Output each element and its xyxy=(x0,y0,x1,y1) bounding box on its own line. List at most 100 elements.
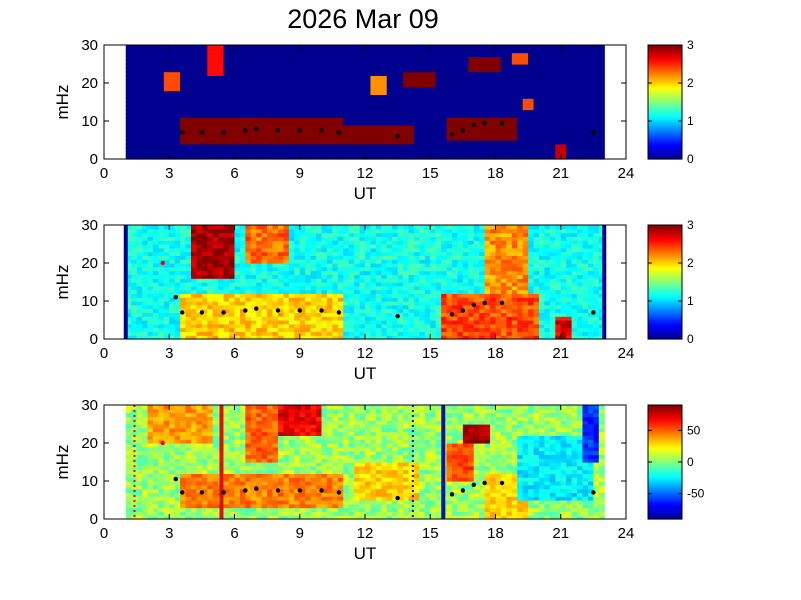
heatmap-cell xyxy=(250,247,257,253)
heatmap-cell xyxy=(239,60,246,65)
heatmap-cell xyxy=(430,48,437,54)
heatmap-cell xyxy=(430,45,437,50)
heatmap-cell xyxy=(457,140,464,145)
heatmap-cell xyxy=(577,94,584,99)
heatmap-cell xyxy=(169,304,176,310)
peak-marker xyxy=(460,128,466,133)
heatmap-cell xyxy=(587,151,594,156)
heatmap-cell xyxy=(294,143,301,149)
heatmap-cell xyxy=(397,278,404,283)
heatmap-cell xyxy=(544,56,551,61)
heatmap-cell xyxy=(381,121,388,126)
heatmap-cell xyxy=(500,147,507,152)
heatmap-cell xyxy=(533,90,540,95)
heatmap-cell xyxy=(413,140,420,145)
heatmap-cell xyxy=(212,86,219,92)
heatmap-cell xyxy=(305,121,312,126)
heatmap-cell xyxy=(283,244,290,249)
heatmap-cell xyxy=(256,155,263,160)
heatmap-cell xyxy=(332,102,339,107)
heatmap-cell xyxy=(316,308,323,313)
heatmap-cell xyxy=(370,255,377,260)
heatmap-cell xyxy=(136,266,143,272)
heatmap-cell xyxy=(283,79,290,84)
heatmap-cell xyxy=(413,316,420,321)
heatmap-cell xyxy=(272,266,279,272)
heatmap-cell xyxy=(147,98,154,103)
heatmap-cell xyxy=(435,109,442,114)
heatmap-cell xyxy=(490,113,497,118)
heatmap-cell xyxy=(359,71,366,76)
heatmap-cell xyxy=(348,244,355,249)
heatmap-cell xyxy=(593,60,600,65)
heatmap-cell xyxy=(332,143,339,149)
heatmap-cell xyxy=(152,86,159,92)
heatmap-cell xyxy=(386,94,393,99)
heatmap-cell xyxy=(158,147,165,152)
heatmap-cell xyxy=(250,52,257,57)
heatmap-cell xyxy=(136,228,143,234)
heatmap-cell xyxy=(359,240,366,245)
heatmap-cell xyxy=(386,86,393,92)
heatmap-cell xyxy=(403,90,410,95)
heatmap-cell xyxy=(375,282,382,287)
heatmap-cell xyxy=(337,102,344,107)
heatmap-cell xyxy=(457,285,464,291)
heatmap-cell xyxy=(316,316,323,321)
heatmap-cell xyxy=(310,113,317,118)
heatmap-cell xyxy=(397,102,404,107)
heatmap-cell xyxy=(191,297,198,302)
heatmap-cell xyxy=(142,67,149,73)
heatmap-cell xyxy=(506,247,513,253)
heatmap-cell xyxy=(473,301,480,306)
heatmap-cell xyxy=(218,86,225,92)
heatmap-cell xyxy=(212,301,219,306)
heatmap-cell xyxy=(185,278,192,283)
heatmap-cell xyxy=(278,266,285,272)
heatmap-cell xyxy=(207,320,214,325)
heatmap-cell xyxy=(365,52,372,57)
heatmap-cell xyxy=(452,52,459,57)
heatmap-cell xyxy=(517,304,524,310)
heatmap-cell xyxy=(250,251,257,256)
heatmap-cell xyxy=(316,75,323,80)
heatmap-cell xyxy=(136,301,143,306)
heatmap-cell xyxy=(299,293,306,298)
heatmap-cell xyxy=(468,240,475,245)
heatmap-cell xyxy=(316,263,323,268)
heatmap-cell xyxy=(354,147,361,152)
heatmap-cell xyxy=(413,282,420,287)
heatmap-cell xyxy=(185,60,192,65)
heatmap-cell xyxy=(278,109,285,114)
heatmap-cell xyxy=(245,266,252,272)
heatmap-cell xyxy=(201,263,208,268)
heatmap-cell xyxy=(441,240,448,245)
heatmap-cell xyxy=(495,225,502,230)
heatmap-cell xyxy=(517,236,524,241)
heatmap-cell xyxy=(397,45,404,50)
heatmap-cell xyxy=(250,67,257,73)
heatmap-cell xyxy=(381,124,388,130)
heatmap-cell xyxy=(593,136,600,141)
heatmap-cell xyxy=(566,102,573,107)
heatmap-cell xyxy=(495,121,502,126)
heatmap-cell xyxy=(408,327,415,332)
heatmap-cell xyxy=(196,94,203,99)
heatmap-cell xyxy=(201,86,208,92)
heatmap-cell xyxy=(522,270,529,275)
heatmap-cell xyxy=(555,64,562,69)
heatmap-cell xyxy=(245,60,252,65)
heatmap-cell xyxy=(310,270,317,275)
heatmap-cell xyxy=(337,304,344,310)
heatmap-cell xyxy=(381,60,388,65)
heatmap-cell xyxy=(500,109,507,114)
heatmap-cell xyxy=(549,79,556,84)
heatmap-cell xyxy=(158,228,165,234)
heatmap-cell xyxy=(446,232,453,237)
heatmap-cell xyxy=(403,244,410,249)
heatmap-cell xyxy=(180,136,187,141)
heatmap-cell xyxy=(283,316,290,321)
heatmap-cell xyxy=(207,323,214,329)
heatmap-cell xyxy=(544,155,551,160)
heatmap-cell xyxy=(506,323,513,329)
